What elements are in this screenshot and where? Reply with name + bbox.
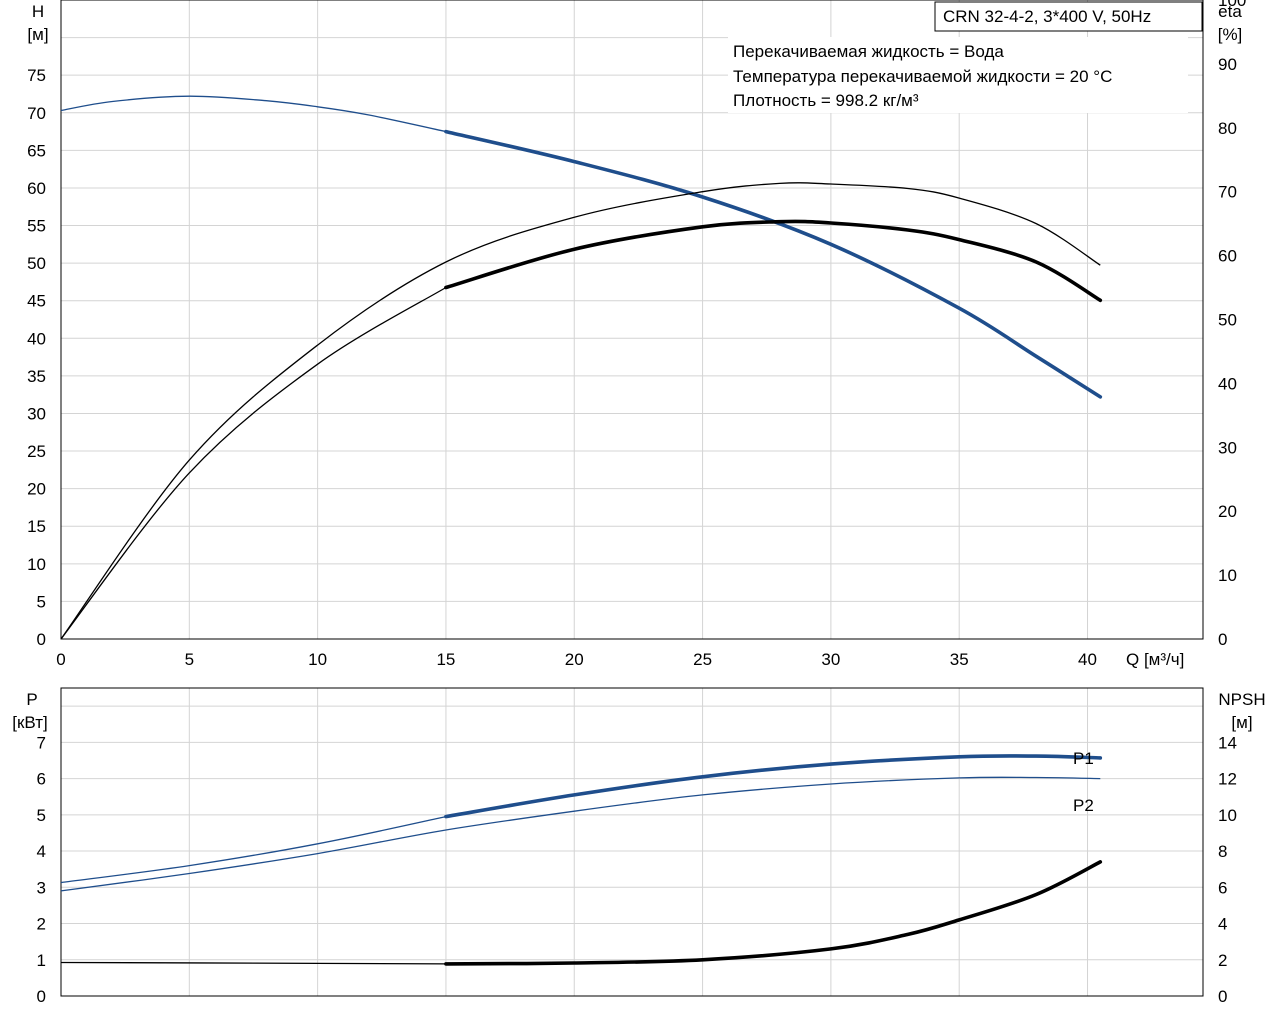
bottom-series-p2-thin [60, 776, 1101, 892]
top-right-tick-30: 30 [1218, 438, 1237, 457]
bottom-right-tick-14: 14 [1218, 733, 1237, 752]
top-left-tick-65: 65 [27, 141, 46, 160]
series-label-p1: P1 [1073, 749, 1094, 768]
top-left-tick-0: 0 [37, 630, 46, 649]
top-series-0-thin [60, 95, 447, 133]
top-right-tick-10: 10 [1218, 566, 1237, 585]
bottom-left-tick-5: 5 [37, 806, 46, 825]
top-right-tick-0: 0 [1218, 630, 1227, 649]
bottom-left-tick-0: 0 [37, 987, 46, 1006]
x-tick-label-15: 15 [436, 650, 455, 669]
top-right-tick-60: 60 [1218, 247, 1237, 266]
x-tick-label-10: 10 [308, 650, 327, 669]
top-series-2-thin [60, 286, 447, 640]
info-line-density: Плотность = 998.2 кг/м³ [733, 91, 919, 110]
top-left-tick-45: 45 [27, 292, 46, 311]
bottom-right-axis-label-line2: [м] [1231, 713, 1252, 732]
top-left-tick-40: 40 [27, 329, 46, 348]
top-right-axis-label-line1: eta [1218, 2, 1242, 21]
top-left-tick-30: 30 [27, 404, 46, 423]
bottom-left-tick-6: 6 [37, 770, 46, 789]
top-left-tick-60: 60 [27, 179, 46, 198]
bottom-left-tick-3: 3 [37, 878, 46, 897]
bottom-left-tick-7: 7 [37, 733, 46, 752]
bottom-left-tick-4: 4 [37, 842, 46, 861]
bottom-right-tick-10: 10 [1218, 806, 1237, 825]
bottom-right-tick-6: 6 [1218, 878, 1227, 897]
top-left-tick-35: 35 [27, 367, 46, 386]
bottom-right-tick-12: 12 [1218, 770, 1237, 789]
top-right-tick-100: 100 [1218, 0, 1246, 10]
bottom-left-tick-labels: 0 1 2 3 4 5 6 7 [37, 733, 46, 1006]
top-left-tick-75: 75 [27, 66, 46, 85]
top-x-tick-labels: 0 5 10 15 20 25 30 35 40 [56, 650, 1097, 669]
top-right-tick-70: 70 [1218, 183, 1237, 202]
top-series-2-thick [444, 219, 1103, 303]
bottom-series-p1-thin [60, 815, 447, 884]
top-series-0-thick [444, 129, 1103, 399]
top-chart-series [60, 95, 1103, 640]
info-line-liquid: Перекачиваемая жидкость = Вода [733, 42, 1004, 61]
x-tick-label-40: 40 [1078, 650, 1097, 669]
bottom-right-axis-label-line1: NPSH [1218, 690, 1265, 709]
chart-title: CRN 32-4-2, 3*400 V, 50Hz [943, 7, 1151, 26]
bottom-chart-series [60, 754, 1103, 966]
top-right-tick-50: 50 [1218, 311, 1237, 330]
top-right-tick-40: 40 [1218, 374, 1237, 393]
x-tick-label-30: 30 [821, 650, 840, 669]
bottom-series-2-thin [60, 961, 446, 965]
bottom-chart-grid [61, 688, 1203, 996]
top-left-tick-50: 50 [27, 254, 46, 273]
top-left-tick-70: 70 [27, 104, 46, 123]
bottom-right-tick-4: 4 [1218, 915, 1227, 934]
top-left-tick-labels: 0 5 10 15 20 25 30 35 40 45 50 55 60 65 70 75 [27, 66, 46, 649]
bottom-series-p1-thick [444, 754, 1103, 819]
bottom-left-tick-2: 2 [37, 915, 46, 934]
title-box [934, 1, 1203, 32]
bottom-right-tick-2: 2 [1218, 951, 1227, 970]
x-tick-label-35: 35 [950, 650, 969, 669]
top-right-tick-80: 80 [1218, 119, 1237, 138]
bottom-series-2-thick [444, 860, 1103, 966]
x-tick-label-20: 20 [565, 650, 584, 669]
top-left-tick-55: 55 [27, 217, 46, 236]
top-left-axis-label-line1: H [32, 2, 44, 21]
top-left-axis-label-line2: [м] [27, 25, 48, 44]
x-tick-label-25: 25 [693, 650, 712, 669]
x-tick-label-0: 0 [56, 650, 65, 669]
series-label-p2: P2 [1073, 796, 1094, 815]
bottom-chart-frame [60, 687, 1204, 997]
top-right-tick-labels: 0 10 20 30 40 50 60 70 80 90 100 [1218, 0, 1246, 649]
top-left-tick-5: 5 [37, 592, 46, 611]
top-right-tick-90: 90 [1218, 55, 1237, 74]
top-right-tick-20: 20 [1218, 502, 1237, 521]
top-chart-frame [60, 0, 1204, 640]
bottom-right-tick-0: 0 [1218, 987, 1227, 1006]
top-left-tick-10: 10 [27, 555, 46, 574]
bottom-left-axis-label-line1: P [26, 690, 37, 709]
info-background [728, 37, 1188, 113]
info-line-temperature: Температура перекачиваемой жидкости = 20… [733, 67, 1112, 86]
top-series-1-thin [60, 182, 1101, 640]
top-left-tick-25: 25 [27, 442, 46, 461]
bottom-left-tick-1: 1 [37, 951, 46, 970]
bottom-right-tick-8: 8 [1218, 842, 1227, 861]
top-left-tick-15: 15 [27, 517, 46, 536]
x-axis-label: Q [м³/ч] [1126, 650, 1184, 669]
bottom-left-axis-label-line2: [кВт] [12, 713, 47, 732]
bottom-right-tick-labels: 0 2 4 6 8 10 12 14 [1218, 733, 1237, 1006]
top-left-tick-20: 20 [27, 480, 46, 499]
x-tick-label-5: 5 [185, 650, 194, 669]
top-right-axis-label-line2: [%] [1218, 25, 1243, 44]
